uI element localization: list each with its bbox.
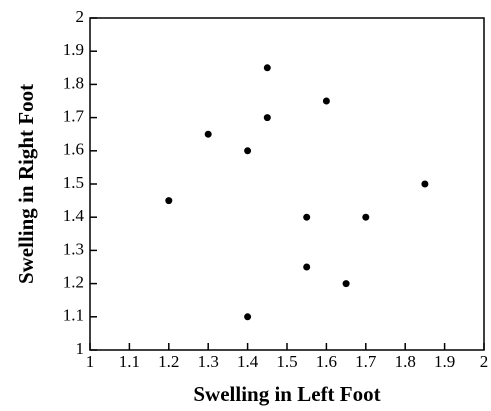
data-point xyxy=(263,64,271,72)
x-tick-label: 1.9 xyxy=(434,352,455,371)
y-tick-label: 1.5 xyxy=(63,173,84,192)
x-axis-label: Swelling in Left Foot xyxy=(193,382,380,406)
x-tick-label: 1.6 xyxy=(316,352,337,371)
x-tick-label: 1 xyxy=(86,352,95,371)
data-point xyxy=(342,280,350,288)
y-tick-label: 1.8 xyxy=(63,73,84,92)
y-tick-label: 2 xyxy=(76,7,85,26)
x-tick-label: 1.2 xyxy=(158,352,179,371)
data-point xyxy=(322,97,330,105)
x-tick-label: 1.5 xyxy=(276,352,297,371)
data-point xyxy=(263,114,271,122)
data-point xyxy=(303,213,311,221)
data-point xyxy=(204,130,212,138)
y-tick-label: 1.1 xyxy=(63,306,84,325)
x-tick-label: 2 xyxy=(480,352,489,371)
y-tick-label: 1.9 xyxy=(63,40,84,59)
data-point xyxy=(362,213,370,221)
x-tick-label: 1.4 xyxy=(237,352,259,371)
data-point xyxy=(303,263,311,271)
y-tick-label: 1.2 xyxy=(63,273,84,292)
x-tick-label: 1.1 xyxy=(119,352,140,371)
data-point xyxy=(244,313,252,321)
y-tick-label: 1.4 xyxy=(63,206,85,225)
data-point xyxy=(421,180,429,188)
y-tick-label: 1 xyxy=(76,339,85,358)
x-tick-label: 1.7 xyxy=(355,352,377,371)
data-point xyxy=(165,197,173,205)
y-tick-label: 1.6 xyxy=(63,140,84,159)
x-tick-label: 1.3 xyxy=(198,352,219,371)
x-tick-label: 1.8 xyxy=(395,352,416,371)
y-tick-label: 1.3 xyxy=(63,239,84,258)
data-point xyxy=(244,147,252,155)
y-axis-label: Swelling in Right Foot xyxy=(14,84,38,284)
y-tick-label: 1.7 xyxy=(63,107,85,126)
